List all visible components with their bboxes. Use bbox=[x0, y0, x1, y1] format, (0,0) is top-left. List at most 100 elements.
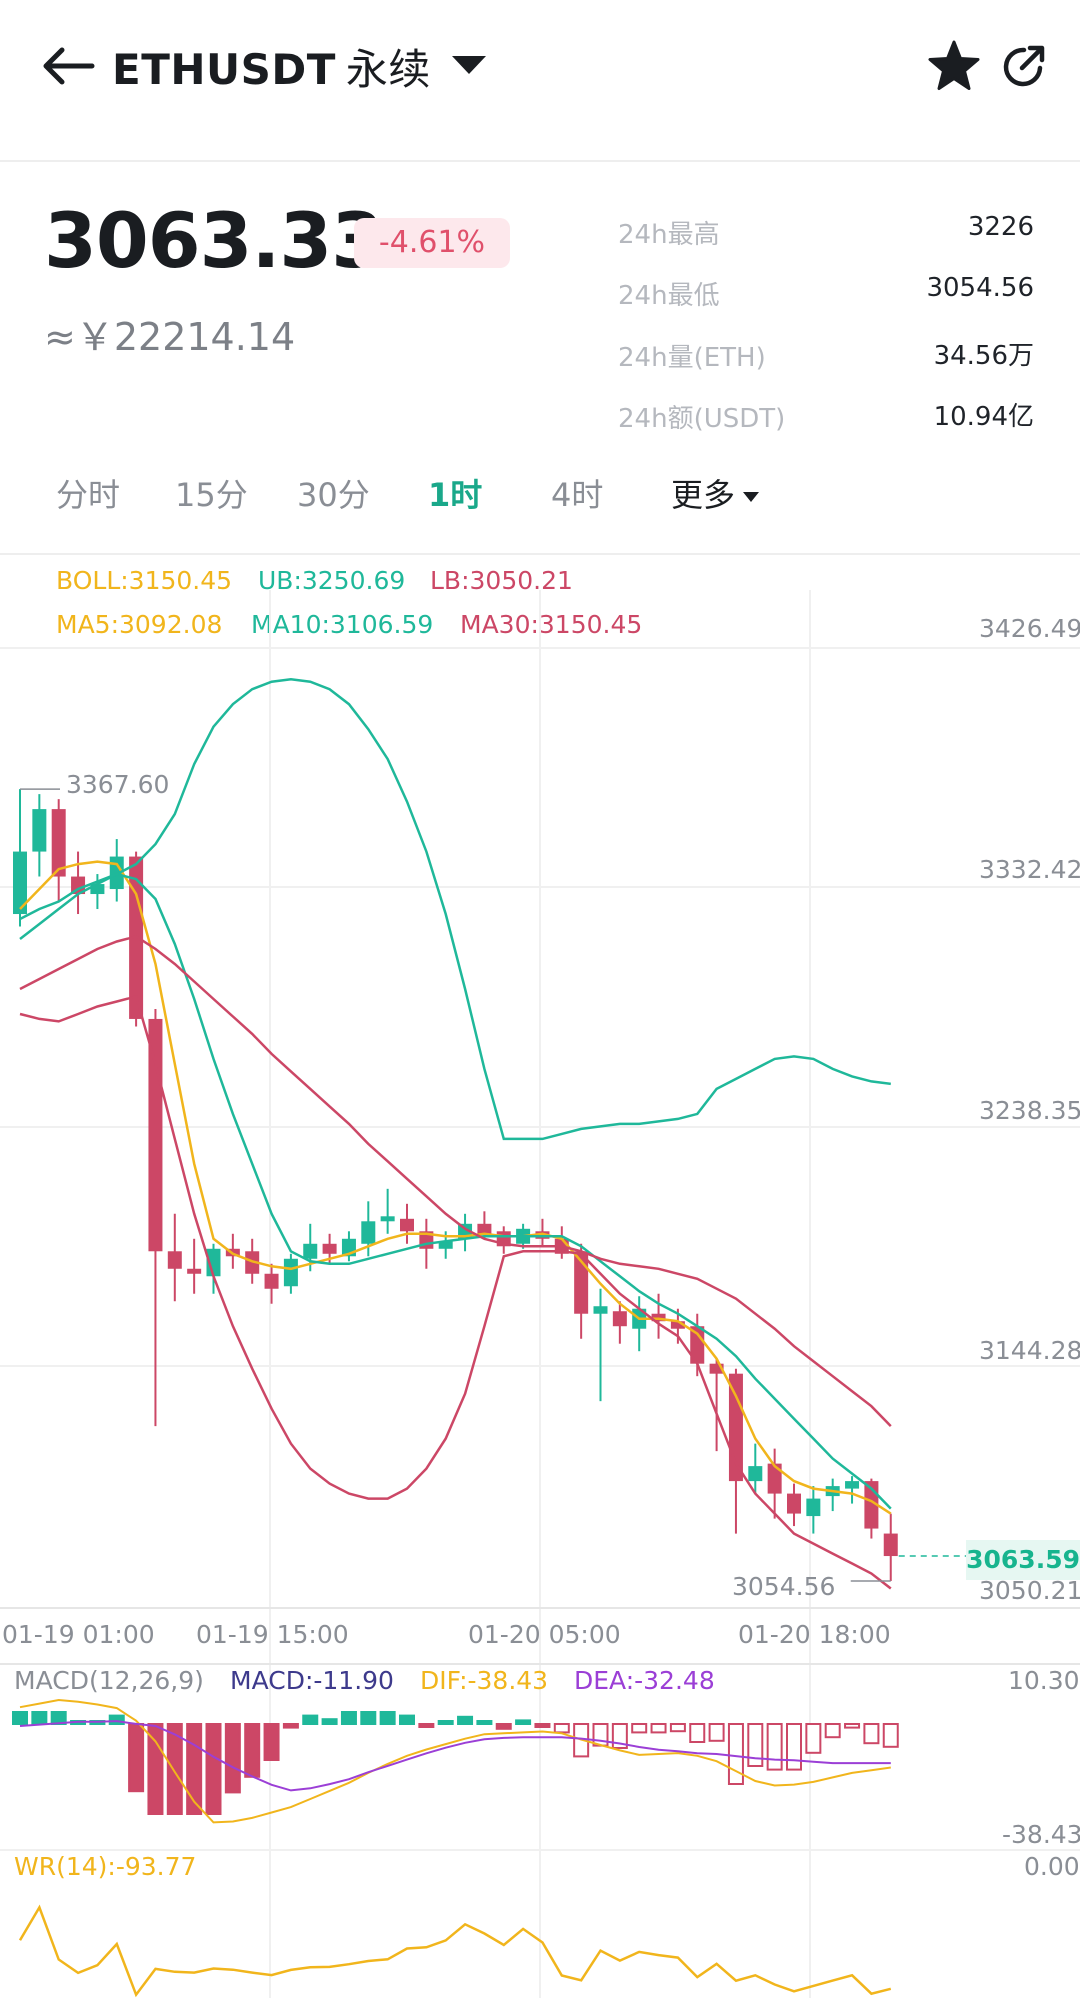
chart-grid bbox=[0, 590, 1080, 1998]
macd-bar bbox=[340, 1711, 357, 1725]
candle-body bbox=[283, 1258, 298, 1287]
candle-body bbox=[303, 1243, 318, 1259]
macd-panel bbox=[12, 1698, 899, 1824]
tab-1h[interactable]: 1时 bbox=[428, 476, 483, 514]
tab-timeshare[interactable]: 分时 bbox=[56, 476, 121, 514]
macd-bar bbox=[824, 1723, 841, 1739]
line-dif bbox=[19, 1698, 891, 1824]
lb-value: LB:3050.21 bbox=[430, 566, 573, 595]
macd-bar bbox=[534, 1723, 551, 1728]
low-price-marker: 3054.56 bbox=[732, 1572, 836, 1601]
ma5-value: MA5:3092.08 bbox=[56, 610, 223, 639]
boll-value: BOLL:3150.45 bbox=[56, 566, 233, 595]
cny-price: ≈￥22214.14 bbox=[44, 315, 296, 359]
price-axis-label: 3144.28 bbox=[979, 1336, 1080, 1365]
candle-body bbox=[400, 1218, 414, 1232]
macd-bar bbox=[399, 1714, 415, 1725]
macd-bar bbox=[669, 1723, 686, 1733]
stat-label-24h-high: 24h最高 bbox=[618, 220, 720, 250]
macd-bar bbox=[631, 1723, 648, 1734]
macd-bar bbox=[553, 1723, 570, 1734]
ma30-value: MA30:3150.45 bbox=[460, 610, 643, 639]
candle-body bbox=[187, 1268, 202, 1274]
macd-bar bbox=[786, 1723, 802, 1771]
candle-body bbox=[845, 1481, 860, 1489]
macd-bar bbox=[747, 1723, 764, 1767]
macd-bar bbox=[321, 1718, 338, 1725]
macd-params: MACD(12,26,9) bbox=[14, 1666, 204, 1695]
macd-bar bbox=[224, 1723, 241, 1794]
macd-bar bbox=[244, 1723, 261, 1778]
macd-bar bbox=[805, 1723, 822, 1754]
candle-body bbox=[709, 1363, 724, 1374]
macd-bar bbox=[863, 1723, 880, 1745]
candle-body bbox=[806, 1498, 821, 1517]
symbol-title[interactable]: ETHUSDT 永续 bbox=[112, 36, 431, 97]
candle-body bbox=[883, 1533, 898, 1557]
ma10-value: MA10:3106.59 bbox=[251, 610, 434, 639]
macd-bar bbox=[515, 1719, 532, 1726]
ub-value: UB:3250.69 bbox=[258, 566, 406, 595]
macd-bar bbox=[708, 1723, 725, 1742]
candle-body bbox=[32, 809, 47, 852]
candle-body bbox=[167, 1251, 182, 1269]
tab-more[interactable]: 更多 bbox=[671, 470, 760, 516]
tabs-divider bbox=[0, 553, 1080, 555]
macd-bar bbox=[766, 1723, 783, 1771]
macd-bar bbox=[12, 1711, 28, 1725]
candle-body bbox=[264, 1273, 279, 1289]
high-price-marker: 3367.60 bbox=[66, 770, 170, 799]
macd-axis-top: 10.30 bbox=[1008, 1666, 1080, 1695]
macd-bar bbox=[205, 1723, 222, 1815]
time-axis-label: 01-19 01:00 bbox=[2, 1620, 155, 1649]
candle-body bbox=[593, 1306, 608, 1314]
wr-panel bbox=[18, 1904, 892, 1998]
stat-label-24h-low: 24h最低 bbox=[618, 281, 720, 311]
last-price-marker: 3063.59 bbox=[966, 1540, 1080, 1580]
candle-body bbox=[438, 1241, 453, 1249]
symbol-dropdown-icon[interactable] bbox=[452, 56, 486, 74]
back-arrow-icon[interactable] bbox=[40, 44, 96, 88]
kline-chart[interactable] bbox=[0, 555, 1080, 1998]
macd-bar bbox=[437, 1720, 454, 1725]
candle-body bbox=[748, 1466, 763, 1482]
macd-axis-bottom: -38.43 bbox=[1002, 1820, 1080, 1849]
tab-15m[interactable]: 15分 bbox=[175, 476, 248, 514]
candle-body bbox=[690, 1326, 705, 1364]
candle-body bbox=[380, 1216, 395, 1222]
macd-bar bbox=[457, 1715, 474, 1726]
interval-tabs: 分时 15分 30分 1时 4时 更多 bbox=[0, 470, 1080, 530]
macd-bar bbox=[379, 1711, 396, 1725]
macd-bar bbox=[282, 1723, 299, 1729]
price-axis-label: 3426.49 bbox=[979, 614, 1080, 643]
favorite-star-icon[interactable] bbox=[926, 38, 982, 94]
tab-4h[interactable]: 4时 bbox=[551, 476, 604, 514]
stat-label-24h-volume: 24h量(ETH) bbox=[618, 343, 766, 373]
tab-30m[interactable]: 30分 bbox=[297, 476, 370, 514]
indicator-lines bbox=[19, 677, 966, 1590]
price-axis-label: 3332.42 bbox=[979, 855, 1080, 884]
dif-value: DIF:-38.43 bbox=[420, 1666, 549, 1695]
dea-value: DEA:-32.48 bbox=[574, 1666, 715, 1695]
candle-body bbox=[670, 1321, 685, 1329]
price-axis-label: 3050.21 bbox=[979, 1576, 1080, 1605]
candle-body bbox=[612, 1311, 627, 1327]
top-bar: ETHUSDT 永续 bbox=[0, 0, 1080, 162]
time-axis-label: 01-19 15:00 bbox=[196, 1620, 349, 1649]
candle-body bbox=[767, 1463, 782, 1494]
share-icon[interactable] bbox=[1000, 42, 1048, 90]
candle-body bbox=[322, 1243, 337, 1254]
macd-bar bbox=[31, 1711, 48, 1725]
more-caret-icon bbox=[743, 492, 760, 502]
line-lb bbox=[19, 994, 892, 1590]
candle-body bbox=[206, 1248, 221, 1277]
wr-value: WR(14):-93.77 bbox=[14, 1852, 197, 1881]
time-axis-label: 01-20 05:00 bbox=[468, 1620, 621, 1649]
macd-bar bbox=[418, 1723, 435, 1728]
macd-bar bbox=[882, 1723, 899, 1748]
macd-bar bbox=[108, 1714, 125, 1725]
candle-body bbox=[90, 884, 105, 895]
macd-bar bbox=[650, 1723, 667, 1734]
stat-value-24h-high: 3226 bbox=[967, 212, 1034, 242]
candle-body bbox=[13, 851, 27, 915]
